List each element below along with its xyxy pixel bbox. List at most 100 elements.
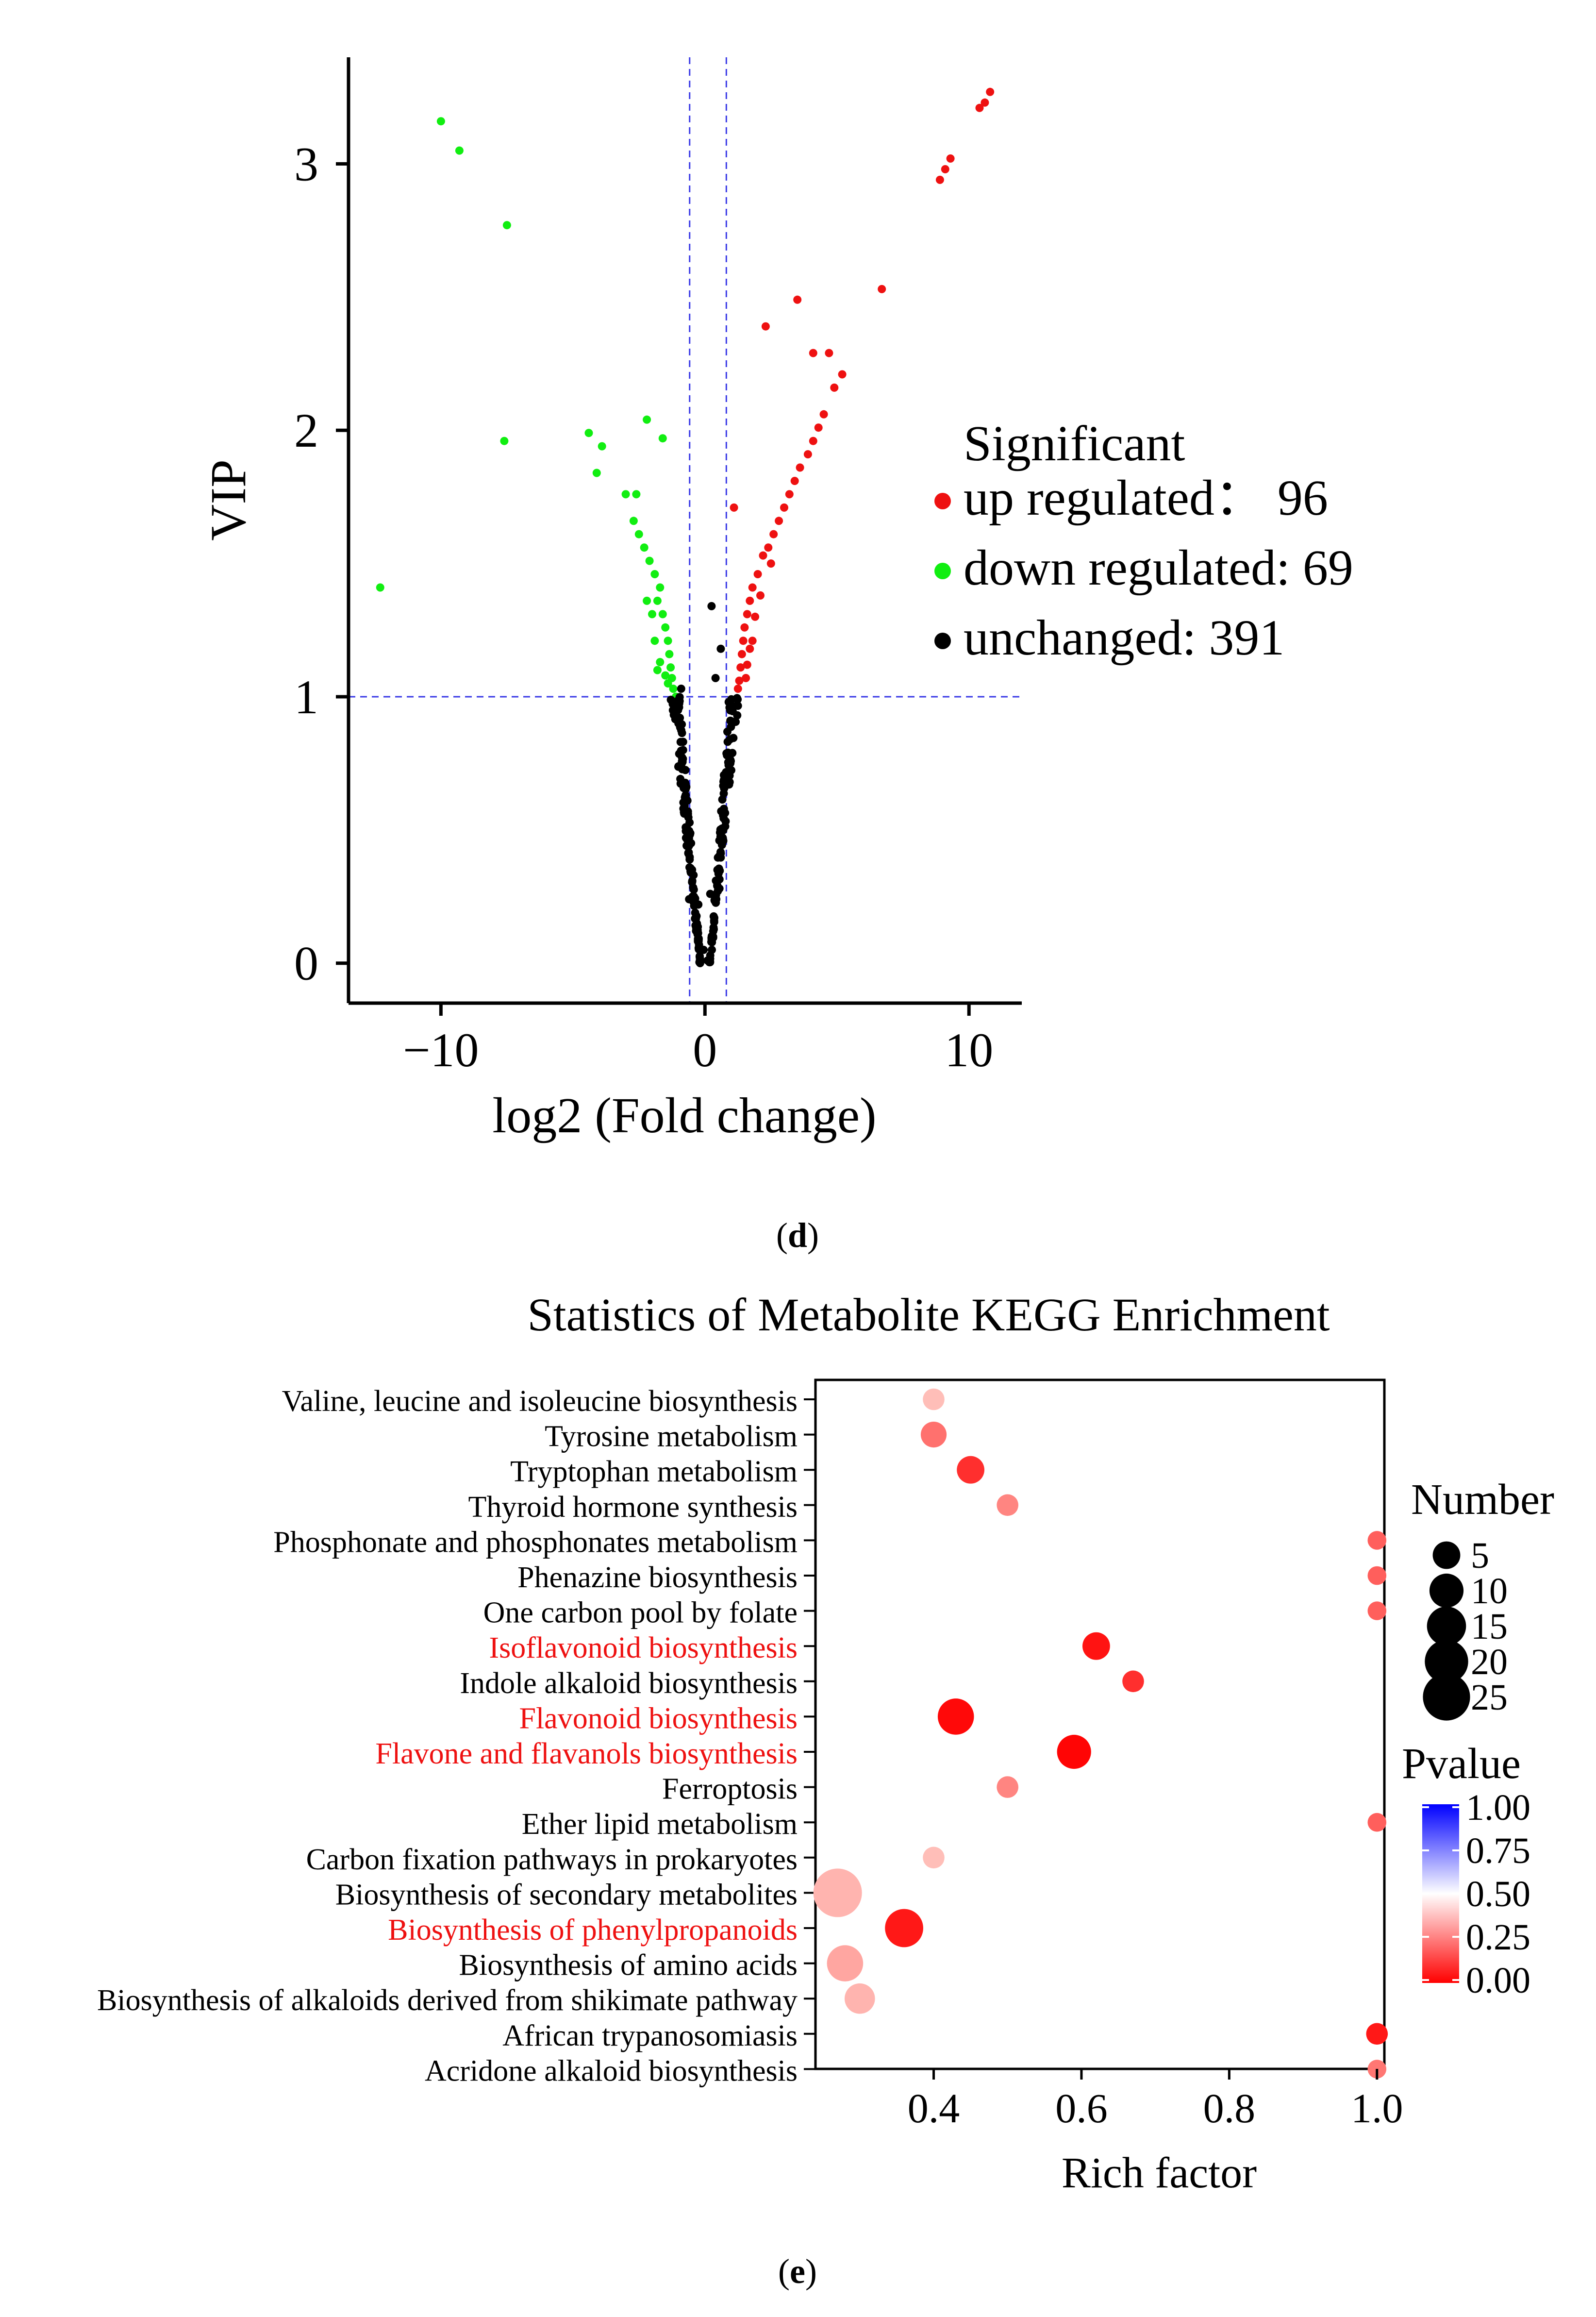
- down-point: [500, 437, 509, 445]
- down-point: [661, 623, 670, 632]
- down-point: [664, 679, 672, 688]
- unchanged-point: [707, 932, 716, 940]
- down-point: [661, 671, 670, 680]
- pathway-label: Tryptophan metabolism: [510, 1455, 798, 1488]
- down-point: [666, 663, 675, 672]
- down-point: [653, 666, 662, 674]
- y-tick-label: 3: [294, 137, 318, 191]
- up-point: [935, 175, 944, 184]
- number-legend-label: 25: [1471, 1677, 1508, 1718]
- pathway-label: Thyroid hormone synthesis: [468, 1491, 798, 1524]
- pathway-bubble: [997, 1494, 1018, 1516]
- number-legend-marker: [1429, 1573, 1464, 1608]
- up-point: [790, 477, 799, 485]
- up-point: [780, 503, 788, 512]
- up-legend-marker: [934, 493, 951, 509]
- unchanged-point: [725, 770, 733, 779]
- pathway-label: Biosynthesis of alkaloids derived from s…: [97, 1984, 798, 2017]
- down-point: [436, 117, 445, 126]
- up-point: [733, 685, 742, 693]
- unchanged-point: [682, 823, 690, 832]
- number-legend-marker: [1427, 1606, 1466, 1646]
- up-point: [737, 650, 746, 658]
- pvalue-legend-label: 1.00: [1466, 1787, 1530, 1828]
- down-point: [665, 650, 674, 658]
- unchanged-point: [675, 703, 683, 712]
- up-point: [809, 349, 817, 357]
- pathway-label: Isoflavonoid biosynthesis: [489, 1631, 798, 1664]
- pvalue-legend-title: Pvalue: [1402, 1740, 1521, 1788]
- down-point: [658, 434, 667, 443]
- unchanged-point: [715, 851, 724, 860]
- pathway-label: Indole alkaloid biosynthesis: [460, 1667, 798, 1700]
- up-point: [775, 517, 783, 525]
- up-point: [825, 349, 833, 357]
- unchanged-point: [723, 727, 732, 736]
- pathway-bubble: [885, 1909, 923, 1948]
- up-point: [746, 644, 754, 653]
- pathway-label: Valine, leucine and isoleucine biosynthe…: [282, 1385, 798, 1418]
- unchanged-point: [733, 702, 742, 710]
- pathway-bubble: [923, 1847, 945, 1869]
- unchanged-point: [692, 922, 700, 930]
- up-point: [740, 623, 749, 632]
- up-point: [736, 663, 745, 672]
- unchanged-point: [677, 726, 685, 735]
- pathway-bubble: [1367, 1813, 1387, 1832]
- pvalue-legend-label: 0.00: [1466, 1960, 1530, 2001]
- pathway-bubble: [1057, 1734, 1091, 1769]
- up-point: [756, 591, 765, 600]
- up-point: [746, 596, 754, 605]
- number-legend-title: Number: [1411, 1476, 1554, 1524]
- down-point: [643, 596, 651, 605]
- y-tick-label: 1: [294, 670, 318, 724]
- unchanged-point: [692, 913, 700, 922]
- pathway-bubble: [1366, 2023, 1388, 2045]
- kegg-x-axis-title: Rich factor: [1062, 2149, 1257, 2197]
- volcano-legend-entries: up regulated： 96 down regulated: 69 unchan…: [934, 470, 1353, 666]
- up-point: [730, 503, 738, 512]
- unchanged-point: [694, 900, 703, 909]
- pathway-bubble: [1367, 1566, 1387, 1585]
- pathway-label: Biosynthesis of secondary metabolites: [335, 1878, 798, 1911]
- unchanged-point: [709, 923, 718, 932]
- up-point: [785, 490, 794, 499]
- unchanged-point: [680, 808, 688, 817]
- x-tick-label: 0.8: [1203, 2085, 1256, 2132]
- x-tick-label: 0.4: [908, 2085, 960, 2132]
- unchanged-point: [719, 805, 728, 813]
- down-point: [669, 685, 678, 693]
- unchanged-point: [689, 883, 698, 892]
- unchanged-point: [694, 934, 703, 943]
- volcano-x-axis-title: log2 (Fold change): [492, 1088, 876, 1143]
- unchanged-point: [707, 602, 716, 610]
- up-point: [941, 165, 949, 173]
- down-point: [632, 490, 641, 499]
- volcano-reference-lines: [349, 57, 1022, 1003]
- unchanged-point: [721, 822, 730, 831]
- unchanged-point: [706, 890, 715, 898]
- x-tick-label: 10: [945, 1023, 993, 1077]
- pathway-bubble: [937, 1698, 974, 1735]
- up-point: [764, 543, 773, 552]
- pathway-label: Ferroptosis: [662, 1773, 798, 1806]
- number-legend-marker: [1425, 1640, 1468, 1683]
- pathway-label: Carbon fixation pathways in prokaryotes: [306, 1843, 798, 1876]
- down-point: [621, 490, 630, 499]
- up-point: [814, 423, 823, 432]
- x-tick-label: 0.6: [1055, 2085, 1108, 2132]
- panel-d-caption: (d): [776, 1216, 819, 1255]
- up-point: [769, 530, 778, 538]
- pathway-bubble: [1367, 1601, 1387, 1620]
- pathway-bubble: [1122, 1670, 1144, 1693]
- down-point: [656, 658, 665, 667]
- unchanged-point: [676, 738, 685, 746]
- down-point: [376, 583, 384, 592]
- unchanged-point: [666, 695, 675, 704]
- up-point: [748, 637, 757, 645]
- up-point: [743, 610, 751, 619]
- volcano-plot: 0 1 2 3 −10 0 10 VIP log2 (Fold change) Signi…: [200, 57, 1353, 1143]
- volcano-y-ticks: 0 1 2 3: [294, 137, 349, 991]
- pathway-bubble: [845, 1983, 875, 2014]
- number-legend-label: 5: [1471, 1535, 1489, 1576]
